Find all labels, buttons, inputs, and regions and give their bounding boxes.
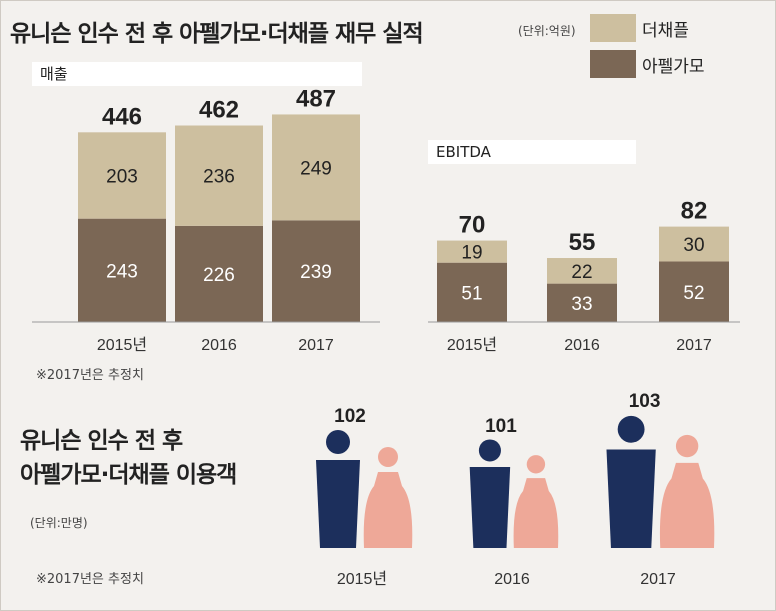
person-female-head-2 (675, 434, 699, 458)
ebitda-label-the-chapel-1: 22 (571, 262, 592, 283)
revenue-panel-label: 매출 (32, 62, 362, 86)
revenue-label-the-chapel-1: 236 (203, 167, 235, 188)
revenue-total-label-1: 462 (199, 97, 239, 124)
person-male-head-1 (478, 439, 501, 462)
revenue-category-label-0: 2015년 (97, 336, 147, 354)
visitors-value-label-1: 101 (485, 416, 517, 437)
ebitda-total-label-1: 55 (569, 229, 596, 256)
person-female-head-1 (526, 455, 546, 474)
ebitda-bar-the-chapel-2 (659, 226, 729, 262)
revenue-category-label-2: 2017 (298, 337, 334, 354)
ebitda-label-the-chapel-2: 30 (683, 235, 704, 256)
legend-item-the-chapel: 더채플 (590, 14, 705, 42)
legend-swatch-the-chapel (590, 14, 636, 42)
ebitda-total-label-0: 70 (459, 212, 486, 239)
ebitda-label-apelgamo-0: 51 (461, 283, 482, 304)
legend: 더채플 아펠가모 (590, 14, 705, 86)
ebitda-total-label-2: 82 (681, 198, 708, 225)
person-male-body-0 (316, 460, 360, 548)
visitors-estimate-note: ※2017년은 추정치 (36, 572, 144, 587)
visitors-category-label-1: 2016 (494, 571, 530, 588)
ebitda-bar-the-chapel-1 (547, 258, 617, 284)
revenue-label-the-chapel-2: 249 (300, 158, 332, 179)
revenue-bar-apelgamo-1 (175, 225, 263, 322)
visitors-value-label-0: 102 (334, 406, 366, 427)
visitors-category-label-0: 2015년 (337, 570, 387, 588)
revenue-bar-the-chapel-2 (272, 114, 360, 221)
revenue-bar-apelgamo-0 (78, 218, 166, 322)
revenue-total-label-0: 446 (102, 103, 142, 130)
revenue-bar-the-chapel-0 (78, 132, 166, 219)
revenue-bar-the-chapel-1 (175, 125, 263, 226)
visitors-value-label-2: 103 (629, 391, 661, 412)
visitors-category-label-2: 2017 (640, 571, 676, 588)
ebitda-bar-apelgamo-0 (437, 262, 507, 322)
legend-item-apelgamo: 아펠가모 (590, 50, 705, 78)
ebitda-bar-the-chapel-0 (437, 240, 507, 263)
ebitda-panel-label: EBITDA (428, 140, 636, 164)
person-male-head-0 (326, 430, 350, 454)
person-male-body-2 (606, 449, 656, 548)
person-female-body-1 (513, 478, 559, 548)
ebitda-bar-apelgamo-2 (659, 261, 729, 322)
ebitda-label-apelgamo-1: 33 (571, 294, 592, 315)
person-female-body-2 (659, 462, 715, 548)
visitors-unit-label: (단위:만명) (30, 516, 88, 530)
revenue-label-the-chapel-0: 203 (106, 166, 138, 187)
revenue-label-apelgamo-1: 226 (203, 265, 235, 286)
person-male-body-1 (469, 467, 511, 548)
ebitda-label-the-chapel-0: 19 (461, 243, 482, 264)
revenue-total-label-2: 487 (296, 85, 336, 112)
ebitda-bar-apelgamo-1 (547, 283, 617, 322)
unit-label: (단위:억원) (518, 24, 576, 38)
page-title: 유니슨 인수 전 후 아펠가모·더채플 재무 실적 (10, 21, 424, 47)
ebitda-label-apelgamo-2: 52 (683, 283, 704, 304)
ebitda-category-label-2: 2017 (676, 337, 712, 354)
revenue-label-apelgamo-2: 239 (300, 262, 332, 283)
visitors-title-line2: 아펠가모·더채플 이용객 (20, 462, 237, 488)
estimate-note: ※2017년은 추정치 (36, 368, 144, 383)
person-female-head-0 (378, 447, 398, 467)
visitors-title-line1: 유니슨 인수 전 후 (20, 428, 183, 454)
legend-swatch-apelgamo (590, 50, 636, 78)
ebitda-category-label-0: 2015년 (447, 336, 497, 354)
revenue-category-label-1: 2016 (201, 337, 237, 354)
legend-label-the-chapel: 더채플 (642, 20, 689, 41)
person-female-body-0 (363, 472, 413, 548)
ebitda-category-label-1: 2016 (564, 337, 600, 354)
visitors-title: 유니슨 인수 전 후 아펠가모·더채플 이용객 (20, 424, 237, 492)
revenue-label-apelgamo-0: 243 (106, 261, 138, 282)
revenue-bar-apelgamo-2 (272, 220, 360, 322)
person-male-head-2 (617, 415, 645, 443)
legend-label-apelgamo: 아펠가모 (642, 56, 705, 77)
